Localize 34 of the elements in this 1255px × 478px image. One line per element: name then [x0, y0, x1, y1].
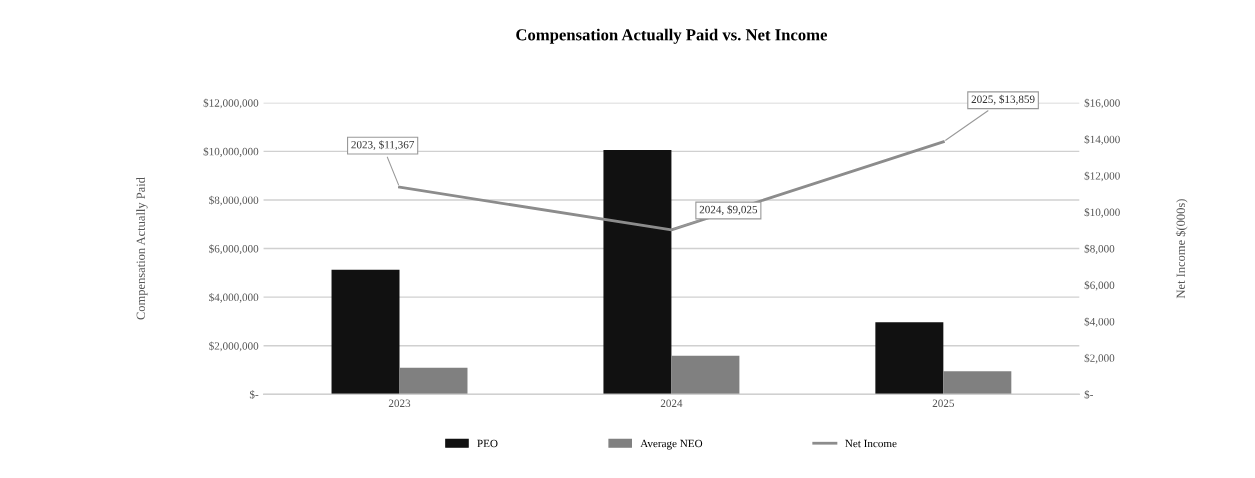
y-tick-label: $4,000,000 [209, 292, 259, 303]
x-tick-label: 2023 [388, 399, 411, 408]
data-label: 2024, $9,025 [699, 205, 758, 215]
bar [671, 355, 740, 395]
bar [875, 322, 944, 395]
y-axis-title: Compensation Actually Paid [136, 177, 148, 320]
y-tick-label: $- [249, 390, 259, 400]
y2-tick-label: $12,000 [1084, 171, 1120, 182]
legend-label: Net Income [845, 439, 897, 448]
bar [603, 149, 672, 395]
legend-label: Average NEO [640, 439, 703, 450]
y2-tick-label: $6,000 [1084, 280, 1115, 291]
y-tick-label: $10,000,000 [203, 147, 259, 157]
y2-tick-label: $14,000 [1084, 135, 1120, 145]
y2-tick-label: $8,000 [1084, 244, 1115, 255]
data-label: 2023, $11,367 [351, 140, 415, 151]
legend-label: PEO [477, 439, 498, 448]
x-tick-label: 2024 [660, 399, 683, 408]
y2-tick-label: $16,000 [1084, 98, 1120, 109]
bar [943, 371, 1012, 395]
y-tick-label: $12,000,000 [203, 98, 259, 109]
chart-title: Compensation Actually Paid vs. Net Income [516, 28, 828, 44]
y2-tick-label: $10,000 [1084, 207, 1120, 218]
y2-tick-label: $4,000 [1084, 317, 1115, 328]
y2-tick-label: $- [1084, 390, 1094, 400]
y2-axis-title: Net Income $(000s) [1175, 199, 1188, 299]
bar [399, 367, 468, 395]
y-tick-label: $8,000,000 [209, 195, 259, 206]
y-tick-label: $6,000,000 [209, 244, 259, 255]
y2-tick-label: $2,000 [1084, 353, 1115, 364]
bar [331, 269, 400, 395]
y-tick-label: $2,000,000 [209, 341, 259, 352]
data-label: 2025, $13,859 [971, 94, 1035, 105]
x-tick-label: 2025 [932, 399, 955, 408]
